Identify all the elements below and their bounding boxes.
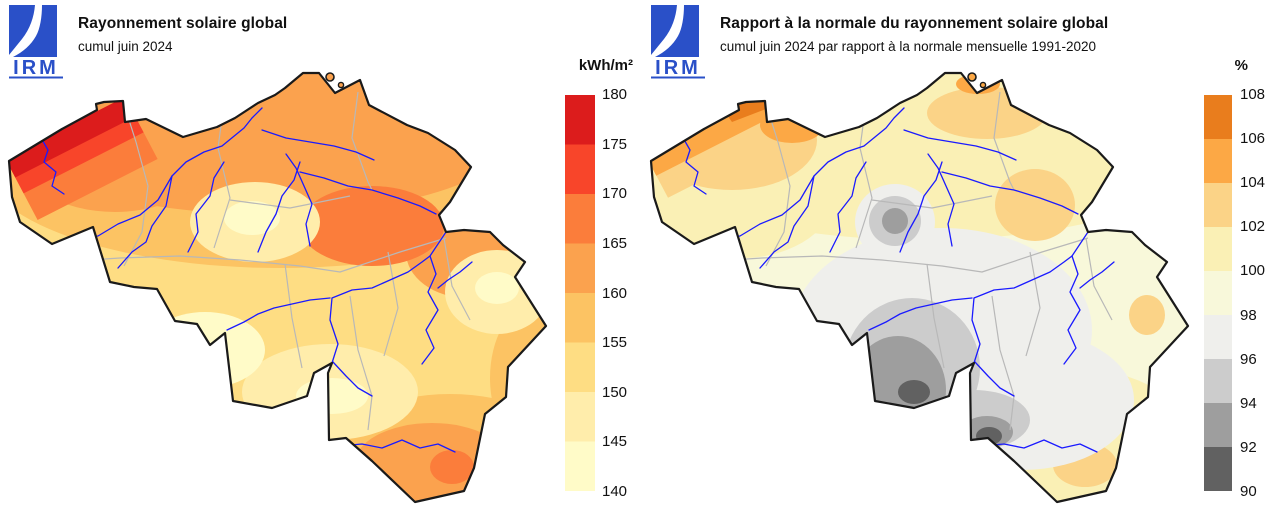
left-map-title: Rayonnement solaire global	[78, 15, 288, 32]
legend-segment	[1204, 139, 1232, 183]
legend-segment	[565, 194, 595, 244]
legend-tick-label: 104	[1240, 174, 1266, 192]
legend-tick-label: 98	[1240, 306, 1257, 324]
left-map-subtitle: cumul juin 2024	[78, 38, 173, 54]
legend-segment	[1204, 271, 1232, 315]
contour-bands-left	[9, 73, 546, 502]
map-right-ratio-to-normal	[649, 71, 1190, 504]
irm-logo-text: IRM	[655, 57, 701, 79]
legend-tick-label: 150	[602, 383, 628, 401]
legend-tick-label: 145	[602, 433, 628, 451]
band	[475, 272, 519, 304]
enclave-dot	[979, 81, 987, 89]
legend-tick-label: 165	[602, 234, 628, 252]
band	[722, 96, 771, 122]
legend-segment	[1204, 359, 1232, 403]
legend-tick-label: 90	[1240, 482, 1257, 500]
band	[898, 380, 930, 404]
irm-logo-text: IRM	[13, 57, 59, 79]
left-legend-ticks: 180 175 170 165 160 155 150 145 140	[602, 87, 636, 499]
legend-tick-label: 160	[602, 284, 628, 302]
legend-tick-label: 170	[602, 185, 628, 203]
legend-tick-label: 92	[1240, 438, 1257, 456]
right-map-subtitle: cumul juin 2024 par rapport à la normale…	[720, 38, 1096, 54]
band	[927, 87, 1047, 139]
left-title-block: Rayonnement solaire global cumul juin 20…	[78, 16, 287, 53]
legend-tick-label: 140	[602, 483, 628, 500]
legend-segment	[565, 95, 595, 145]
band	[430, 450, 474, 484]
band	[224, 201, 280, 235]
band	[995, 169, 1075, 241]
legend-segment	[565, 144, 595, 194]
legend-segment	[1204, 95, 1232, 139]
band	[300, 186, 444, 266]
band	[882, 208, 908, 234]
legend-tick-label: 175	[602, 135, 628, 153]
legend-tick-label: 96	[1240, 350, 1257, 368]
legend-tick-label: 155	[602, 334, 628, 352]
legend-segment	[565, 293, 595, 343]
map-left-solar-radiation	[7, 71, 548, 504]
legend-tick-label: 102	[1240, 218, 1266, 236]
irm-logo: IRM	[9, 5, 63, 79]
legend-segment	[565, 392, 595, 442]
legend-segment	[1204, 447, 1232, 491]
left-legend-unit: kWh/m²	[578, 57, 633, 74]
irm-logo: IRM	[651, 5, 705, 79]
band	[9, 97, 136, 178]
legend-tick-label: 180	[602, 86, 628, 103]
legend-segment	[1204, 227, 1232, 271]
band	[1129, 295, 1165, 335]
legend-tick-label: 100	[1240, 262, 1266, 280]
band	[850, 336, 946, 444]
right-map-title: Rapport à la normale du rayonnement sola…	[720, 15, 1109, 32]
right-legend-unit: %	[1234, 57, 1248, 74]
legend-tick-label: 106	[1240, 130, 1266, 148]
enclave-dot	[325, 72, 335, 82]
legend-segment	[1204, 403, 1232, 447]
right-legend-ticks: 108 106 104 102 100 98 96 94 92 90	[1240, 87, 1274, 499]
legend-segment	[565, 342, 595, 392]
right-title-block: Rapport à la normale du rayonnement sola…	[720, 16, 1108, 53]
band	[760, 107, 824, 143]
band	[976, 427, 1002, 445]
band	[145, 312, 265, 388]
legend-segment	[1204, 183, 1232, 227]
enclave-dot	[967, 72, 977, 82]
legend-segment	[565, 243, 595, 293]
legend-segment	[1204, 315, 1232, 359]
legend-tick-label: 94	[1240, 394, 1257, 412]
right-colorbar	[1204, 95, 1232, 491]
legend-tick-label: 108	[1240, 86, 1266, 103]
left-colorbar	[565, 95, 595, 491]
enclave-dot	[337, 81, 345, 89]
legend-segment	[565, 441, 595, 491]
